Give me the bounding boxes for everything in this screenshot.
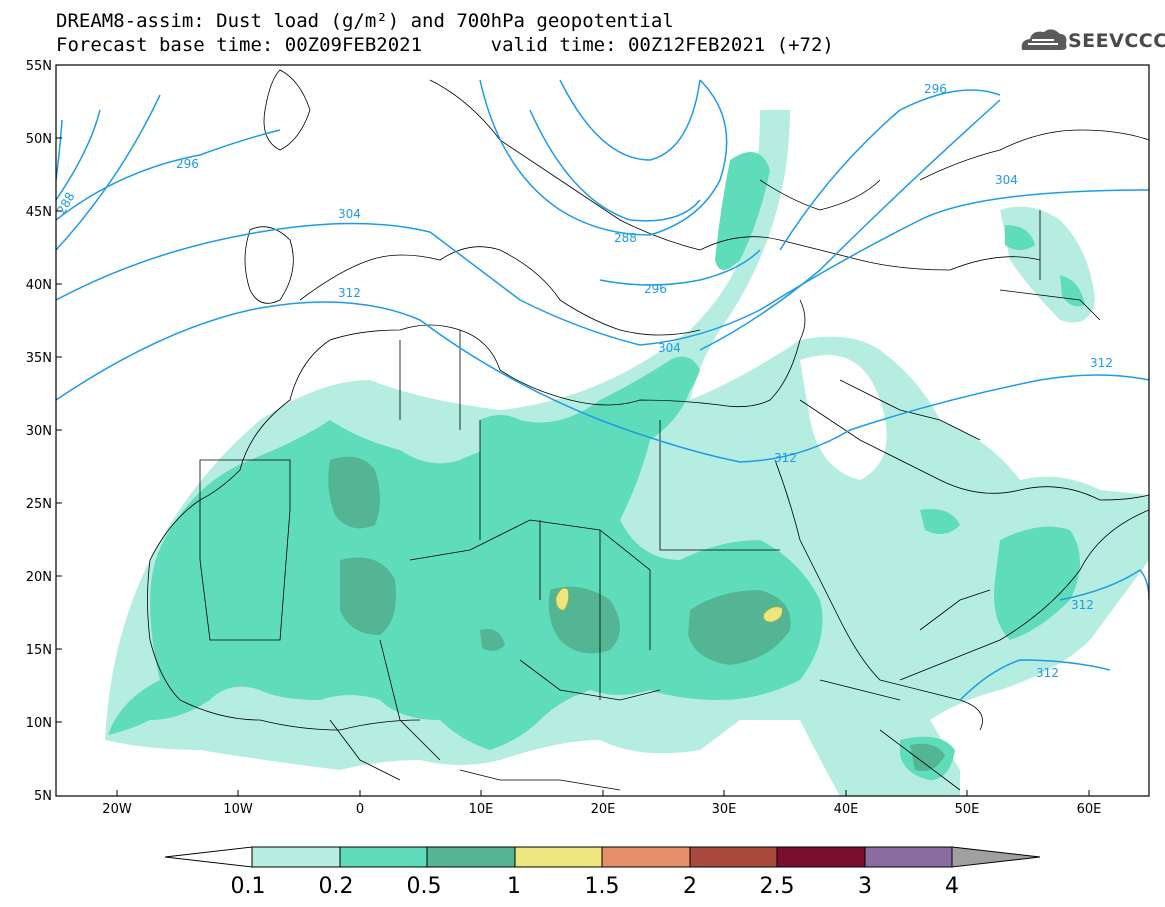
- contour-label-312-egypt: 312: [774, 451, 797, 465]
- lat-label: 55N: [26, 59, 52, 74]
- coastlines: [147, 69, 1149, 791]
- contour-label-312-south: 312: [1036, 666, 1059, 680]
- colorbar-tick: 1: [507, 874, 521, 899]
- colorbar-tick: 2.5: [760, 874, 795, 899]
- colorbar-bin: [776, 846, 866, 868]
- lat-label: 40N: [26, 278, 52, 293]
- colorbar-bin: [514, 846, 603, 868]
- contour-label-312-arabia: 312: [1071, 598, 1094, 612]
- contour-labels: 296 288 304 312 288 296 304 312 296 304 …: [54, 82, 1113, 680]
- contour-label-312-west: 312: [338, 286, 361, 300]
- lat-label: 45N: [26, 205, 52, 220]
- lon-label: 20W: [102, 802, 132, 817]
- contour-label-304-east: 304: [995, 173, 1018, 187]
- colorbar-lower-arrow: [164, 846, 253, 868]
- lat-labels: 55N 50N 45N 40N 35N 30N 25N 20N 15N 10N …: [26, 59, 52, 804]
- dust-field-1: [555, 588, 783, 623]
- colorbar-bin: [339, 846, 428, 868]
- lon-labels: 20W 10W 0 10E 20E 30E 40E 50E 60E: [102, 802, 1101, 817]
- colorbar-tick: 3: [858, 874, 872, 899]
- seevccc-logo-text: SEEVCCC: [1068, 30, 1165, 52]
- colorbar-tick: 0.1: [231, 874, 266, 899]
- lon-label: 30E: [712, 802, 737, 817]
- cloud-logo-icon: [1021, 29, 1067, 50]
- contour-label-296-west: 296: [176, 157, 199, 171]
- lon-label: 20E: [591, 802, 616, 817]
- contour-label-288-balkan: 288: [614, 231, 637, 245]
- map-title: DREAM8-assim: Dust load (g/m²) and 700hP…: [56, 10, 674, 32]
- geopotential-contours: [56, 79, 1149, 701]
- lat-label: 30N: [26, 424, 52, 439]
- lon-ticks: [116, 790, 1090, 796]
- colorbar-bin: [689, 846, 778, 868]
- colorbar: 0.1 0.2 0.5 1 1.5 2 2.5 3 4: [164, 846, 1041, 899]
- forecast-time-subtitle: Forecast base time: 00Z09FEB2021 valid t…: [56, 34, 834, 56]
- lat-label: 10N: [26, 716, 52, 731]
- lon-label: 40E: [834, 802, 859, 817]
- colorbar-tick: 0.2: [319, 874, 354, 899]
- lon-label: 10W: [223, 802, 253, 817]
- contour-label-296-east: 296: [924, 82, 947, 96]
- contour-label-296-aegean: 296: [644, 282, 667, 296]
- colorbar-upper-arrow: [951, 846, 1041, 868]
- contour-label-304-west: 304: [338, 207, 361, 221]
- lon-label: 60E: [1077, 802, 1102, 817]
- colorbar-bin: [426, 846, 516, 868]
- colorbar-bin: [864, 846, 953, 868]
- lat-label: 15N: [26, 643, 52, 658]
- contour-label-288-west: 288: [54, 190, 78, 217]
- colorbar-tick: 2: [683, 874, 697, 899]
- colorbar-tick: 4: [945, 874, 959, 899]
- colorbar-bin: [251, 846, 341, 868]
- lon-label: 0: [356, 802, 364, 817]
- lat-label: 35N: [26, 351, 52, 366]
- lon-label: 50E: [955, 802, 980, 817]
- lat-label: 25N: [26, 497, 52, 512]
- colorbar-tick: 1.5: [585, 874, 620, 899]
- contour-label-304-med: 304: [658, 341, 681, 355]
- lon-label: 10E: [469, 802, 494, 817]
- colorbar-tick: 0.5: [407, 874, 442, 899]
- dust-fields: [105, 110, 1149, 796]
- lat-label: 20N: [26, 570, 52, 585]
- contour-label-312-east: 312: [1090, 356, 1113, 370]
- lat-label: 5N: [34, 789, 52, 804]
- colorbar-bin: [601, 846, 691, 868]
- dust-field-0.2: [108, 152, 1085, 780]
- lat-ticks: [56, 64, 62, 723]
- lat-label: 50N: [26, 132, 52, 147]
